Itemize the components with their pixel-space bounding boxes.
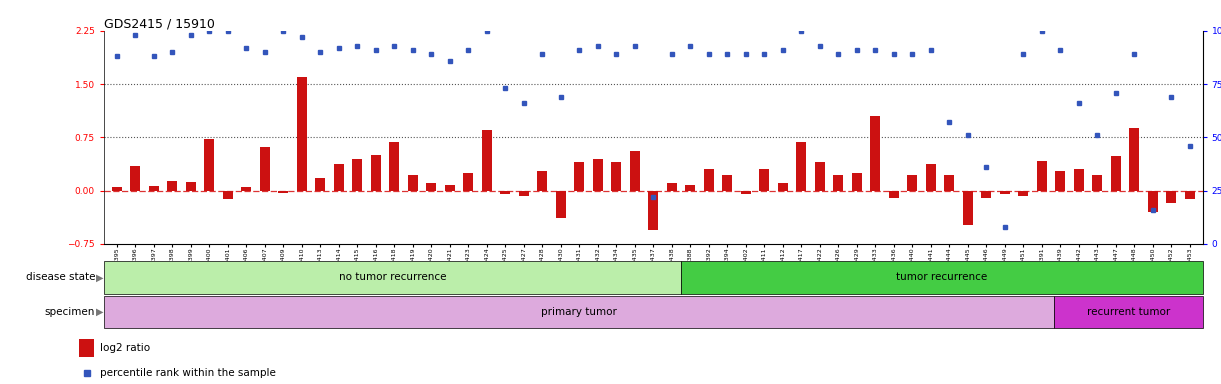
Bar [1092, 175, 1103, 190]
Bar [685, 185, 695, 190]
Bar [703, 169, 714, 190]
Bar [352, 159, 363, 190]
Bar [426, 184, 436, 190]
Text: disease state: disease state [26, 272, 95, 283]
Bar [556, 190, 565, 218]
Bar [79, 339, 94, 356]
Bar [242, 187, 252, 190]
Text: GDS2415 / 15910: GDS2415 / 15910 [104, 18, 215, 31]
Bar [389, 142, 399, 190]
Bar [444, 185, 454, 190]
Bar [186, 182, 195, 190]
Bar [149, 185, 159, 190]
Bar [814, 162, 825, 190]
Bar [333, 164, 344, 190]
Bar [537, 170, 547, 190]
Bar [1018, 190, 1028, 196]
Bar [871, 116, 880, 190]
Bar [1054, 296, 1203, 328]
Bar [944, 175, 955, 190]
Bar [852, 173, 862, 190]
Bar [408, 175, 418, 190]
Bar [907, 175, 917, 190]
Text: primary tumor: primary tumor [541, 307, 617, 317]
Bar [104, 296, 1054, 328]
Bar [131, 166, 140, 190]
Bar [962, 190, 973, 225]
Bar [926, 164, 935, 190]
Bar [833, 175, 844, 190]
Bar [889, 190, 899, 198]
Bar [315, 178, 325, 190]
Bar [648, 190, 658, 230]
Bar [1111, 156, 1121, 190]
Bar [371, 155, 381, 190]
Bar [1129, 128, 1139, 190]
Bar [167, 181, 177, 190]
Bar [778, 184, 788, 190]
Bar [222, 190, 233, 199]
Bar [1037, 161, 1046, 190]
Text: percentile rank within the sample: percentile rank within the sample [100, 368, 276, 378]
Bar [260, 147, 270, 190]
Text: recurrent tumor: recurrent tumor [1087, 307, 1170, 317]
Bar [1000, 190, 1010, 194]
Bar [574, 162, 585, 190]
Bar [982, 190, 991, 198]
Bar [463, 173, 474, 190]
Bar [1073, 169, 1084, 190]
Bar [1055, 170, 1065, 190]
Bar [501, 190, 510, 194]
Bar [481, 130, 492, 190]
Bar [204, 139, 215, 190]
Bar [759, 169, 769, 190]
Bar [111, 187, 122, 190]
Bar [681, 261, 1203, 294]
Bar [612, 162, 621, 190]
Text: log2 ratio: log2 ratio [100, 343, 150, 353]
Bar [1166, 190, 1176, 204]
Bar [630, 152, 640, 190]
Bar [1184, 190, 1195, 199]
Bar [592, 159, 603, 190]
Bar [796, 142, 806, 190]
Bar [722, 175, 733, 190]
Bar [741, 190, 751, 194]
Bar [667, 184, 676, 190]
Bar [1148, 190, 1158, 212]
Text: tumor recurrence: tumor recurrence [896, 272, 988, 283]
Text: ▶: ▶ [96, 272, 104, 283]
Bar [104, 261, 681, 294]
Bar [519, 190, 529, 196]
Text: specimen: specimen [45, 307, 95, 317]
Text: no tumor recurrence: no tumor recurrence [338, 272, 446, 283]
Text: ▶: ▶ [96, 307, 104, 317]
Bar [297, 77, 306, 190]
Bar [278, 190, 288, 193]
